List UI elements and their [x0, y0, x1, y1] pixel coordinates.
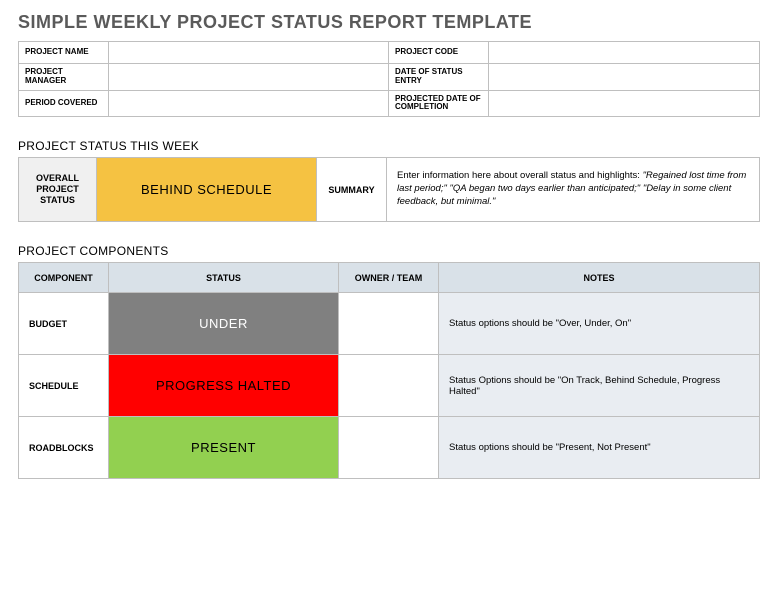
- component-status[interactable]: UNDER: [109, 293, 339, 355]
- component-label: BUDGET: [19, 293, 109, 355]
- projected-completion-value[interactable]: [489, 90, 760, 117]
- component-notes[interactable]: Status Options should be "On Track, Behi…: [439, 355, 760, 417]
- component-status[interactable]: PRESENT: [109, 417, 339, 479]
- table-row: ROADBLOCKSPRESENT Status options should b…: [19, 417, 760, 479]
- component-label: SCHEDULE: [19, 355, 109, 417]
- component-notes[interactable]: Status options should be "Present, Not P…: [439, 417, 760, 479]
- component-status[interactable]: PROGRESS HALTED: [109, 355, 339, 417]
- component-owner[interactable]: [339, 355, 439, 417]
- status-week-heading: PROJECT STATUS THIS WEEK: [18, 139, 760, 153]
- period-covered-label: PERIOD COVERED: [19, 90, 109, 117]
- project-info-table: PROJECT NAME PROJECT CODE PROJECT MANAGE…: [18, 41, 760, 117]
- component-owner[interactable]: [339, 293, 439, 355]
- component-notes[interactable]: Status options should be "Over, Under, O…: [439, 293, 760, 355]
- component-owner[interactable]: [339, 417, 439, 479]
- overall-status-value[interactable]: BEHIND SCHEDULE: [97, 158, 317, 222]
- summary-text[interactable]: Enter information here about overall sta…: [387, 158, 760, 222]
- report-title: SIMPLE WEEKLY PROJECT STATUS REPORT TEMP…: [18, 12, 760, 33]
- project-code-label: PROJECT CODE: [389, 42, 489, 64]
- components-heading: PROJECT COMPONENTS: [18, 244, 760, 258]
- summary-prefix: Enter information here about overall sta…: [397, 170, 643, 181]
- col-owner: OWNER / TEAM: [339, 263, 439, 293]
- components-table: COMPONENT STATUS OWNER / TEAM NOTES BUDG…: [18, 262, 760, 479]
- col-notes: NOTES: [439, 263, 760, 293]
- project-code-value[interactable]: [489, 42, 760, 64]
- project-name-value[interactable]: [109, 42, 389, 64]
- projected-completion-label: PROJECTED DATE OF COMPLETION: [389, 90, 489, 117]
- table-row: SCHEDULEPROGRESS HALTED Status Options sh…: [19, 355, 760, 417]
- date-status-label: DATE OF STATUS ENTRY: [389, 64, 489, 91]
- project-manager-label: PROJECT MANAGER: [19, 64, 109, 91]
- project-manager-value[interactable]: [109, 64, 389, 91]
- component-label: ROADBLOCKS: [19, 417, 109, 479]
- col-component: COMPONENT: [19, 263, 109, 293]
- col-status: STATUS: [109, 263, 339, 293]
- date-status-value[interactable]: [489, 64, 760, 91]
- project-name-label: PROJECT NAME: [19, 42, 109, 64]
- overall-status-label: OVERALL PROJECT STATUS: [19, 158, 97, 222]
- period-covered-value[interactable]: [109, 90, 389, 117]
- status-week-table: OVERALL PROJECT STATUS BEHIND SCHEDULE S…: [18, 157, 760, 222]
- table-row: BUDGETUNDER Status options should be "Ove…: [19, 293, 760, 355]
- summary-label: SUMMARY: [317, 158, 387, 222]
